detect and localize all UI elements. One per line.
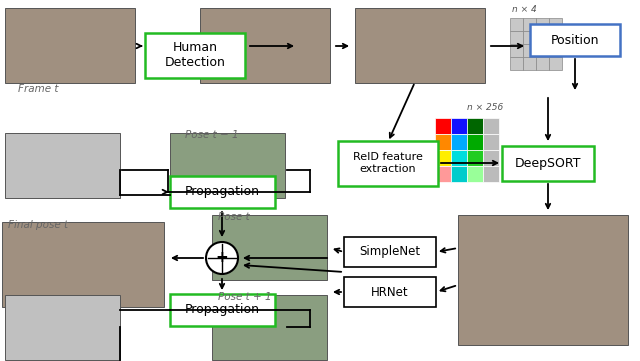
Bar — [510, 31, 523, 44]
Bar — [536, 31, 549, 44]
Bar — [483, 118, 499, 134]
Text: Pose t: Pose t — [218, 212, 250, 222]
Bar — [483, 134, 499, 150]
Bar — [451, 118, 467, 134]
Bar — [523, 44, 536, 57]
Bar — [549, 31, 562, 44]
Bar — [467, 166, 483, 182]
Bar — [549, 57, 562, 70]
Bar — [435, 134, 451, 150]
Bar — [200, 8, 330, 83]
Bar — [536, 44, 549, 57]
Bar — [523, 57, 536, 70]
Bar — [483, 166, 499, 182]
Bar — [2, 222, 164, 307]
Text: SimpleNet: SimpleNet — [360, 245, 420, 258]
Text: Position: Position — [551, 34, 599, 47]
Text: Final pose t: Final pose t — [8, 220, 68, 230]
Bar — [355, 8, 485, 83]
Bar — [467, 150, 483, 166]
Text: Pose t − 1: Pose t − 1 — [185, 130, 239, 140]
Bar — [549, 18, 562, 31]
Bar — [145, 32, 245, 78]
Bar — [502, 145, 594, 180]
Bar — [170, 133, 285, 198]
Bar — [510, 44, 523, 57]
Text: n × 4: n × 4 — [512, 5, 537, 14]
Bar — [451, 150, 467, 166]
Text: ReID feature
extraction: ReID feature extraction — [353, 152, 423, 174]
Bar — [170, 176, 275, 208]
Bar — [170, 294, 275, 326]
Bar — [536, 18, 549, 31]
Bar — [435, 166, 451, 182]
Bar — [212, 215, 327, 280]
Bar — [344, 277, 436, 307]
Bar — [467, 118, 483, 134]
Bar — [451, 134, 467, 150]
Bar — [344, 237, 436, 267]
Text: Propagation: Propagation — [184, 186, 259, 199]
Bar — [467, 134, 483, 150]
Bar — [451, 166, 467, 182]
Bar — [523, 31, 536, 44]
Bar — [435, 118, 451, 134]
Bar — [523, 18, 536, 31]
Text: Propagation: Propagation — [184, 304, 259, 317]
Bar — [483, 150, 499, 166]
Text: n × 256: n × 256 — [467, 103, 503, 112]
Text: DeepSORT: DeepSORT — [515, 157, 581, 170]
Text: Human
Detection: Human Detection — [164, 41, 225, 69]
Bar — [5, 133, 120, 198]
Bar — [338, 140, 438, 186]
Bar — [510, 18, 523, 31]
Circle shape — [206, 242, 238, 274]
Bar — [458, 215, 628, 345]
Bar — [536, 57, 549, 70]
Bar — [530, 24, 620, 56]
Bar — [5, 8, 135, 83]
Bar — [212, 295, 327, 360]
Bar — [549, 44, 562, 57]
Text: +: + — [216, 251, 228, 265]
Bar — [435, 150, 451, 166]
Text: Pose t + 1: Pose t + 1 — [218, 292, 271, 302]
Bar — [5, 295, 120, 360]
Text: HRNet: HRNet — [371, 286, 409, 299]
Text: Frame t: Frame t — [18, 84, 58, 94]
Bar — [510, 57, 523, 70]
